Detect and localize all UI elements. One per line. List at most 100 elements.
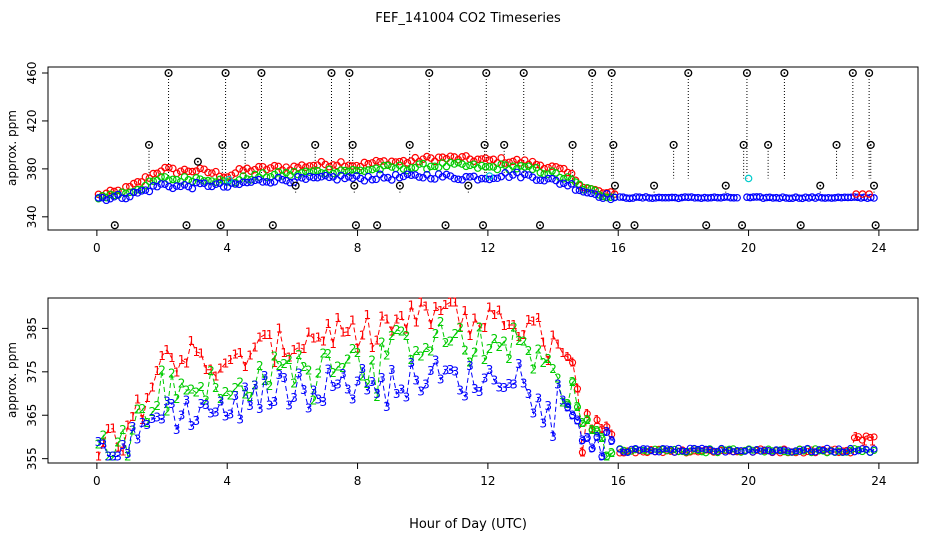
- top-flag-point: [216, 221, 225, 230]
- bottom-point-label-1: 1: [539, 335, 547, 349]
- bottom-point-3: [854, 447, 862, 455]
- top-flag-dot: [221, 144, 224, 146]
- top-flag-point: [482, 68, 491, 78]
- bottom-point-label-3: 3: [520, 376, 528, 390]
- bottom-point-label-1: 1: [432, 300, 440, 314]
- top-flag-dot: [294, 184, 297, 187]
- top-point-green: [149, 177, 158, 185]
- bottom-point-label-1: 1: [393, 312, 401, 326]
- bottom-point-label-2: 2: [583, 413, 591, 427]
- top-flag-dot: [615, 224, 618, 227]
- bottom-point-label-2: 2: [246, 390, 254, 404]
- bottom-point-label-2: 2: [364, 377, 372, 391]
- bottom-point-label-2: 2: [520, 334, 528, 348]
- bottom-point-label-1: 1: [368, 341, 376, 355]
- top-point-green: [411, 163, 420, 172]
- bottom-point-label-2: 2: [119, 423, 127, 437]
- bottom-point-label-1: 1: [461, 304, 469, 318]
- bottom-point-label-2: 2: [535, 343, 543, 357]
- top-point-blue: [219, 183, 228, 191]
- top-flag-dot: [687, 72, 690, 74]
- top-point-red: [430, 157, 439, 166]
- bottom-point-label-1: 1: [202, 363, 210, 377]
- top-point-blue: [532, 176, 541, 184]
- top-point-green: [520, 163, 529, 171]
- top-point-blue: [563, 181, 572, 190]
- bottom-point-1: [854, 433, 862, 441]
- top-flag-point: [780, 68, 789, 78]
- bottom-y-tick-label: 355: [25, 447, 39, 470]
- bottom-point-label-3: 3: [266, 398, 274, 412]
- bottom-point-label-1: 1: [261, 328, 269, 342]
- top-point-blue: [560, 179, 568, 188]
- top-point-blue: [341, 174, 349, 183]
- bottom-point-label-3: 3: [466, 359, 474, 373]
- top-point-blue: [556, 180, 564, 188]
- top-flag-dot: [522, 72, 525, 74]
- bottom-point-label-2: 2: [588, 423, 596, 437]
- top-flag-dot: [612, 144, 615, 146]
- top-point-green: [106, 190, 115, 199]
- bottom-point-2: [608, 449, 616, 457]
- bottom-point-3: [729, 448, 737, 456]
- top-point-green: [384, 161, 392, 170]
- bottom-point-3: [593, 433, 601, 441]
- bottom-point-label-1: 1: [559, 346, 567, 360]
- bottom-x-tick-label: 0: [93, 474, 101, 488]
- bottom-point-label-3: 3: [144, 418, 152, 432]
- top-point-red: [239, 166, 247, 175]
- bottom-point-label-2: 2: [373, 390, 381, 404]
- top-flag-dot: [873, 184, 875, 187]
- top-flag-dot: [746, 72, 748, 74]
- top-point-blue: [387, 176, 396, 184]
- bottom-point-label-2: 2: [378, 336, 386, 350]
- bottom-point-label-3: 3: [236, 412, 244, 426]
- bottom-point-label-2: 2: [329, 366, 337, 380]
- bottom-point-3: [811, 448, 819, 456]
- top-point-blue: [223, 183, 232, 191]
- bottom-point-label-2: 2: [491, 332, 499, 346]
- bottom-point-label-1: 1: [280, 346, 288, 360]
- bottom-point-label-1: 1: [251, 341, 259, 355]
- top-point-green: [376, 165, 384, 174]
- top-scatter-panel: approx. ppm 0 4 8 12 16 20 24 340 380 420 460: [5, 62, 919, 255]
- top-point-blue: [489, 174, 498, 183]
- top-flag-point: [612, 221, 621, 230]
- bottom-point-label-2: 2: [197, 380, 205, 394]
- top-flag-dot: [539, 224, 541, 227]
- bottom-point-label-3: 3: [109, 449, 117, 463]
- bottom-point-label-2: 2: [603, 449, 611, 463]
- top-point-blue: [133, 189, 142, 197]
- top-flag-dot: [869, 144, 872, 146]
- bottom-point-label-1: 1: [407, 299, 415, 313]
- bottom-point-label-2: 2: [451, 327, 459, 341]
- bottom-point-label-1: 1: [442, 298, 450, 312]
- bottom-point-3: [647, 447, 655, 455]
- bottom-point-label-1: 1: [495, 303, 503, 317]
- top-flag-point: [630, 221, 639, 230]
- top-flag-point: [478, 221, 488, 230]
- top-flag-point: [650, 181, 659, 190]
- top-point-green: [442, 162, 451, 171]
- bottom-point-label-3: 3: [491, 374, 499, 388]
- bottom-point-label-2: 2: [368, 353, 376, 367]
- top-point-blue: [333, 175, 341, 184]
- bottom-point-label-3: 3: [593, 430, 601, 444]
- bottom-point-label-3: 3: [525, 387, 533, 401]
- bottom-point-label-3: 3: [300, 383, 308, 397]
- top-point-blue: [450, 174, 459, 183]
- top-point-blue: [493, 174, 502, 183]
- bottom-point-label-1: 1: [285, 351, 293, 365]
- top-point-blue: [168, 184, 177, 193]
- bottom-point-label-2: 2: [486, 342, 494, 356]
- bottom-point-label-1: 1: [364, 308, 372, 322]
- top-point-blue: [733, 193, 741, 202]
- top-point-red: [235, 164, 244, 173]
- bottom-point-label-2: 2: [305, 364, 313, 378]
- bottom-point-label-1: 1: [129, 410, 137, 424]
- bottom-point-label-3: 3: [378, 371, 386, 385]
- top-point-green: [430, 162, 439, 171]
- bottom-point-label-3: 3: [334, 377, 342, 391]
- bottom-point-3: [815, 446, 823, 454]
